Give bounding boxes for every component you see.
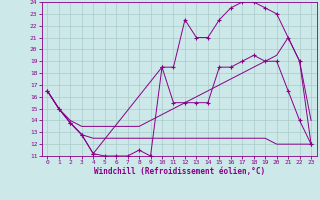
- X-axis label: Windchill (Refroidissement éolien,°C): Windchill (Refroidissement éolien,°C): [94, 167, 265, 176]
